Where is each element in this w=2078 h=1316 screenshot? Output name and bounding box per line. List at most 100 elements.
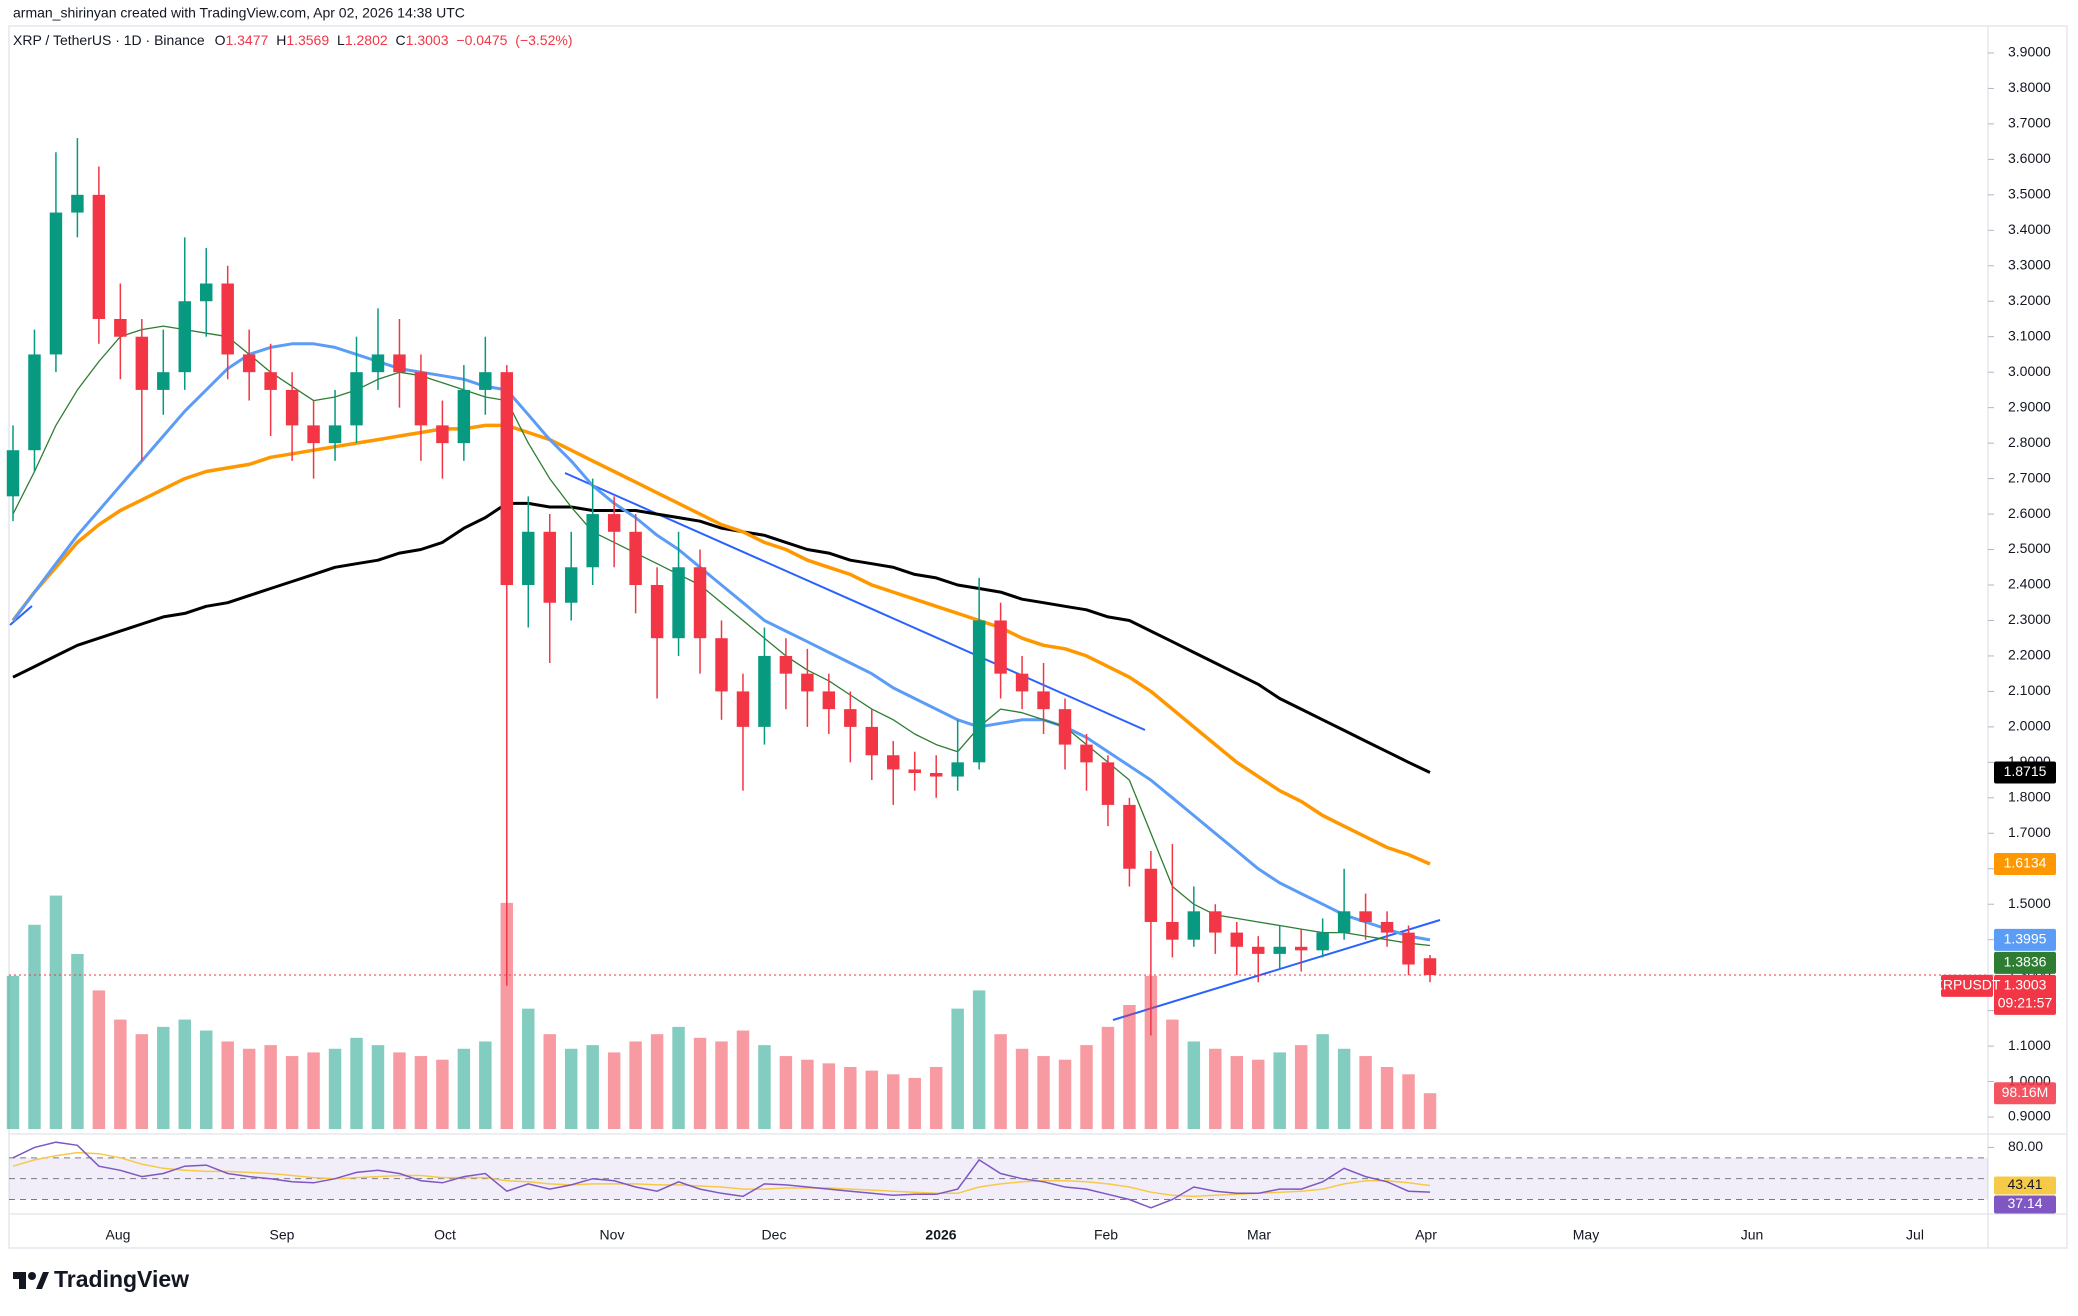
volume-bar (221, 1041, 234, 1129)
legend-change: −0.0475 (456, 32, 507, 48)
volume-bar (285, 1056, 299, 1129)
volume-bar (6, 975, 20, 1129)
chart-frame (8, 25, 2068, 1249)
y-tick-label: 3.6000 (2008, 150, 2051, 166)
volume-bar (1209, 1048, 1222, 1129)
candle-body (1187, 911, 1201, 940)
rsi-ma-line (12, 1151, 1431, 1198)
y-tick-label: 1.5000 (2008, 895, 2051, 911)
y-tick-label: 0.9000 (2008, 1108, 2051, 1124)
y-tick-label: 3.4000 (2008, 221, 2051, 237)
candle-body (1316, 932, 1329, 951)
volume-bar (758, 1045, 771, 1129)
x-tick-label: Oct (434, 1227, 456, 1243)
ma-value-label: 1.8715 (2004, 763, 2047, 779)
last-price-label: 1.3003 (2004, 977, 2047, 993)
volume-bar (1187, 1041, 1201, 1129)
volume-bar (650, 1034, 664, 1129)
candle-body (479, 372, 492, 390)
candle-body (1402, 932, 1415, 965)
rsi-value-label: 43.41 (2007, 1176, 2042, 1192)
y-tick-label: 2.9000 (2008, 398, 2051, 414)
volume-bar (479, 1041, 492, 1129)
candle-body (414, 372, 428, 426)
legend-key: L (337, 32, 345, 48)
volume-bar (436, 1059, 449, 1129)
ma-value-label: 1.6134 (2004, 855, 2047, 871)
candle-body (1058, 709, 1072, 745)
volume-bar (500, 902, 514, 1129)
logo-shape (28, 1272, 36, 1280)
volume-bar (1101, 1026, 1115, 1129)
volume-bar (114, 1019, 127, 1129)
author-line: arman_shirinyan created with TradingView… (13, 5, 465, 21)
candle-body (908, 769, 921, 773)
candle-body (328, 425, 342, 444)
moving-average-line (12, 501, 1431, 774)
y-tick-label: 3.5000 (2008, 186, 2051, 202)
rsi-band-fill (9, 1157, 1988, 1200)
y-tick-label: 3.0000 (2008, 363, 2051, 379)
rsi-line (12, 1141, 1431, 1209)
volume-bar (844, 1067, 857, 1129)
candle-body (436, 425, 449, 444)
x-tick-label: Apr (1415, 1227, 1437, 1243)
volume-label: 98.16M (2002, 1084, 2049, 1100)
candle-body (371, 354, 385, 373)
volume-bar (1166, 1019, 1179, 1129)
candle-body (865, 726, 879, 756)
candle-body (844, 709, 857, 727)
legend-close: 1.3003 (406, 32, 449, 48)
y-tick-label: 1.7000 (2008, 824, 2051, 840)
candle-body (1230, 932, 1243, 947)
y-tick-label: 1.8000 (2008, 789, 2051, 805)
trend-line (1112, 919, 1441, 1021)
candle-body (221, 283, 234, 355)
candle-body (71, 194, 84, 213)
x-tick-label: Sep (270, 1227, 295, 1243)
volume-bar (71, 953, 84, 1129)
candle-body (758, 655, 771, 727)
rsi-pane: 80.00 43.41 37.14 (9, 1138, 2056, 1214)
x-tick-label: Dec (762, 1227, 787, 1243)
ma-value-label-box (1994, 761, 2056, 784)
x-tick-label: Nov (600, 1227, 625, 1243)
volume-bar (1380, 1067, 1394, 1129)
candle-body (178, 301, 191, 373)
volume-bar (822, 1063, 836, 1129)
volume-bar (929, 1067, 943, 1129)
x-tick-label: Jul (1906, 1227, 1924, 1243)
rsi-value-box (1994, 1176, 2056, 1195)
candle-body (1252, 946, 1265, 954)
candle-body (1294, 946, 1308, 951)
rsi-tick-label: 80.00 (2008, 1138, 2043, 1154)
candle-body (1423, 958, 1437, 976)
logo-shape (36, 1272, 49, 1289)
candle-body (1209, 911, 1222, 933)
ma-value-label-box (1994, 951, 2056, 974)
candle-body (1101, 762, 1115, 805)
candle-body (951, 762, 964, 777)
volume-bar (908, 1077, 921, 1129)
volume-bar (307, 1052, 320, 1129)
candle-body (92, 194, 106, 319)
candle-body (1166, 921, 1179, 940)
y-tick-label: 3.7000 (2008, 115, 2051, 131)
y-tick-label: 2.2000 (2008, 647, 2051, 663)
ma-value-label-box (1994, 928, 2056, 951)
volume-bar (693, 1037, 707, 1129)
candle-body (264, 372, 277, 390)
candle-body (650, 584, 664, 639)
brand-logo (13, 1272, 49, 1289)
candles (6, 138, 1437, 1036)
candle-body (887, 755, 900, 770)
volume-bar (972, 990, 986, 1129)
candle-body (1144, 868, 1158, 922)
volume-bar (672, 1026, 685, 1129)
candle-body (1380, 921, 1394, 933)
candle-body (564, 567, 578, 603)
volume-bar (92, 990, 106, 1129)
ma-value-label: 1.3836 (2004, 954, 2047, 970)
